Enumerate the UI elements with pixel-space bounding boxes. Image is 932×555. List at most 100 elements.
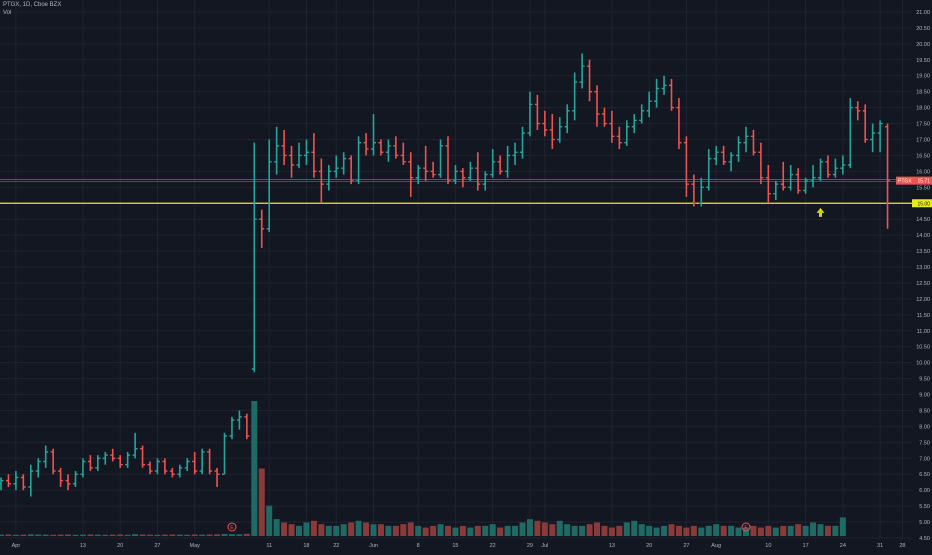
ohlc-bar bbox=[452, 164, 458, 185]
y-tick-label: 11.00 bbox=[917, 329, 930, 335]
y-tick-label: 5.00 bbox=[919, 520, 930, 526]
volume-bar bbox=[20, 534, 27, 536]
x-tick-label: Jul bbox=[541, 543, 548, 549]
y-tick-label: 6.00 bbox=[919, 488, 930, 494]
ohlc-bar bbox=[825, 155, 831, 178]
volume-bar bbox=[79, 534, 86, 536]
volume-bar bbox=[601, 525, 608, 536]
ohlc-bar bbox=[363, 133, 369, 156]
ohlc-bar bbox=[102, 451, 108, 465]
ohlc-bar bbox=[743, 126, 749, 153]
ohlc-bar bbox=[572, 72, 578, 121]
volume-bar bbox=[810, 522, 817, 536]
volume-bar bbox=[273, 519, 280, 536]
x-tick-label: 13 bbox=[609, 543, 615, 549]
volume-bar bbox=[780, 525, 787, 536]
ohlc-bar bbox=[594, 85, 600, 127]
ohlc-bar bbox=[795, 168, 801, 194]
ohlc-bar bbox=[378, 139, 384, 156]
ohlc-bar bbox=[184, 458, 190, 472]
ohlc-bar bbox=[5, 474, 11, 487]
y-tick-label: 11.50 bbox=[917, 313, 930, 319]
volume-bar bbox=[802, 525, 809, 536]
volume-bar bbox=[147, 534, 153, 536]
y-tick-label: 18.00 bbox=[916, 106, 930, 112]
volume-bar bbox=[512, 525, 519, 536]
volume-bar bbox=[817, 524, 824, 536]
y-tick-label: 17.50 bbox=[916, 122, 930, 128]
volume-bar bbox=[65, 534, 72, 536]
ohlc-bar bbox=[229, 416, 235, 440]
ohlc-bar bbox=[73, 471, 78, 487]
y-tick-label: 14.00 bbox=[916, 233, 930, 239]
volume-bar bbox=[556, 520, 563, 536]
ohlc-bar bbox=[780, 161, 786, 191]
volume-bar bbox=[795, 524, 802, 536]
ohlc-bar bbox=[169, 467, 175, 478]
x-tick-label: 17 bbox=[803, 543, 809, 549]
ohlc-bar bbox=[721, 145, 727, 165]
x-tick-label: 20 bbox=[646, 543, 652, 549]
ohlc-bar bbox=[87, 455, 93, 472]
volume-bar bbox=[266, 505, 273, 536]
volume-bar bbox=[12, 534, 19, 536]
ohlc-bar bbox=[58, 467, 64, 487]
ohlc-bar bbox=[810, 164, 816, 188]
y-tick-label: 19.50 bbox=[916, 58, 930, 64]
volume-bar bbox=[534, 520, 541, 536]
ohlc-bar bbox=[505, 145, 511, 178]
ohlc-bar bbox=[132, 432, 138, 459]
volume-bar bbox=[228, 534, 235, 536]
volume-bar bbox=[638, 524, 645, 536]
volume-bar bbox=[191, 534, 198, 536]
volume-bar bbox=[50, 534, 57, 536]
y-tick-label: 12.00 bbox=[916, 297, 930, 303]
x-tick-label: 31 bbox=[877, 543, 883, 549]
volume-bar bbox=[400, 524, 407, 536]
volume-bar bbox=[35, 534, 42, 536]
x-tick-label: Jun bbox=[369, 543, 378, 549]
ohlc-bar bbox=[698, 177, 704, 207]
volume-bar bbox=[608, 527, 615, 536]
volume-bar bbox=[87, 534, 94, 536]
ohlc-bar bbox=[564, 104, 570, 134]
ohlc-bar bbox=[579, 53, 585, 89]
ohlc-bar bbox=[840, 155, 846, 175]
volume-bar bbox=[750, 525, 757, 536]
ohlc-bar bbox=[20, 474, 26, 491]
volume-bar bbox=[482, 525, 489, 536]
last-price-tag: PTGX 15.71 bbox=[896, 176, 932, 185]
support-price-tag-bg bbox=[912, 199, 932, 208]
ohlc-bar bbox=[393, 136, 399, 159]
ohlc-bar bbox=[870, 123, 876, 153]
y-tick-label: 14.50 bbox=[916, 217, 930, 223]
y-tick-label: 13.50 bbox=[916, 249, 930, 255]
ohlc-bar bbox=[490, 149, 496, 178]
y-tick-label: 18.50 bbox=[916, 90, 930, 96]
earnings-marker-circle bbox=[227, 522, 237, 532]
y-tick-label: 8.50 bbox=[919, 408, 930, 414]
volume-bar bbox=[303, 522, 310, 536]
y-tick-label: 6.50 bbox=[919, 472, 930, 478]
volume-bar bbox=[832, 525, 839, 536]
volume-bar bbox=[0, 534, 4, 536]
ohlc-bar bbox=[631, 113, 637, 134]
earnings-marker-label: E bbox=[744, 525, 748, 531]
y-tick-label: 10.50 bbox=[916, 345, 930, 351]
volume-bar bbox=[720, 525, 727, 536]
ohlc-bar bbox=[877, 120, 883, 153]
volume-bar bbox=[236, 534, 243, 536]
y-tick-label: 20.00 bbox=[916, 42, 930, 48]
volume-bar bbox=[42, 534, 49, 536]
volume-bar bbox=[348, 522, 355, 536]
ohlc-bar bbox=[557, 117, 563, 143]
volume-bar bbox=[579, 525, 586, 536]
volume-bar bbox=[675, 525, 682, 536]
ohlc-bar bbox=[43, 445, 49, 468]
volume-bar bbox=[787, 525, 794, 536]
ohlc-bar bbox=[281, 129, 287, 165]
ohlc-bar bbox=[438, 139, 444, 178]
ohlc-bar bbox=[244, 413, 250, 440]
